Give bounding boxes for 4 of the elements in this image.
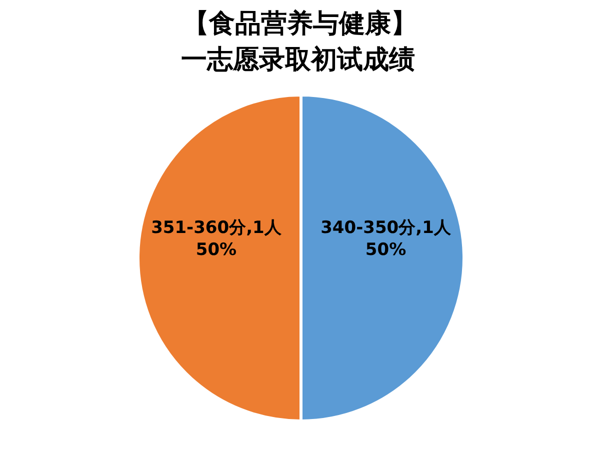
label: 340-350分,1人 50% (320, 218, 451, 260)
subtitle: 一志愿录取初试成绩 (181, 45, 415, 75)
title: 【食品营养与健康】 (183, 9, 417, 39)
label: 351-360分,1人 50% (151, 218, 282, 260)
